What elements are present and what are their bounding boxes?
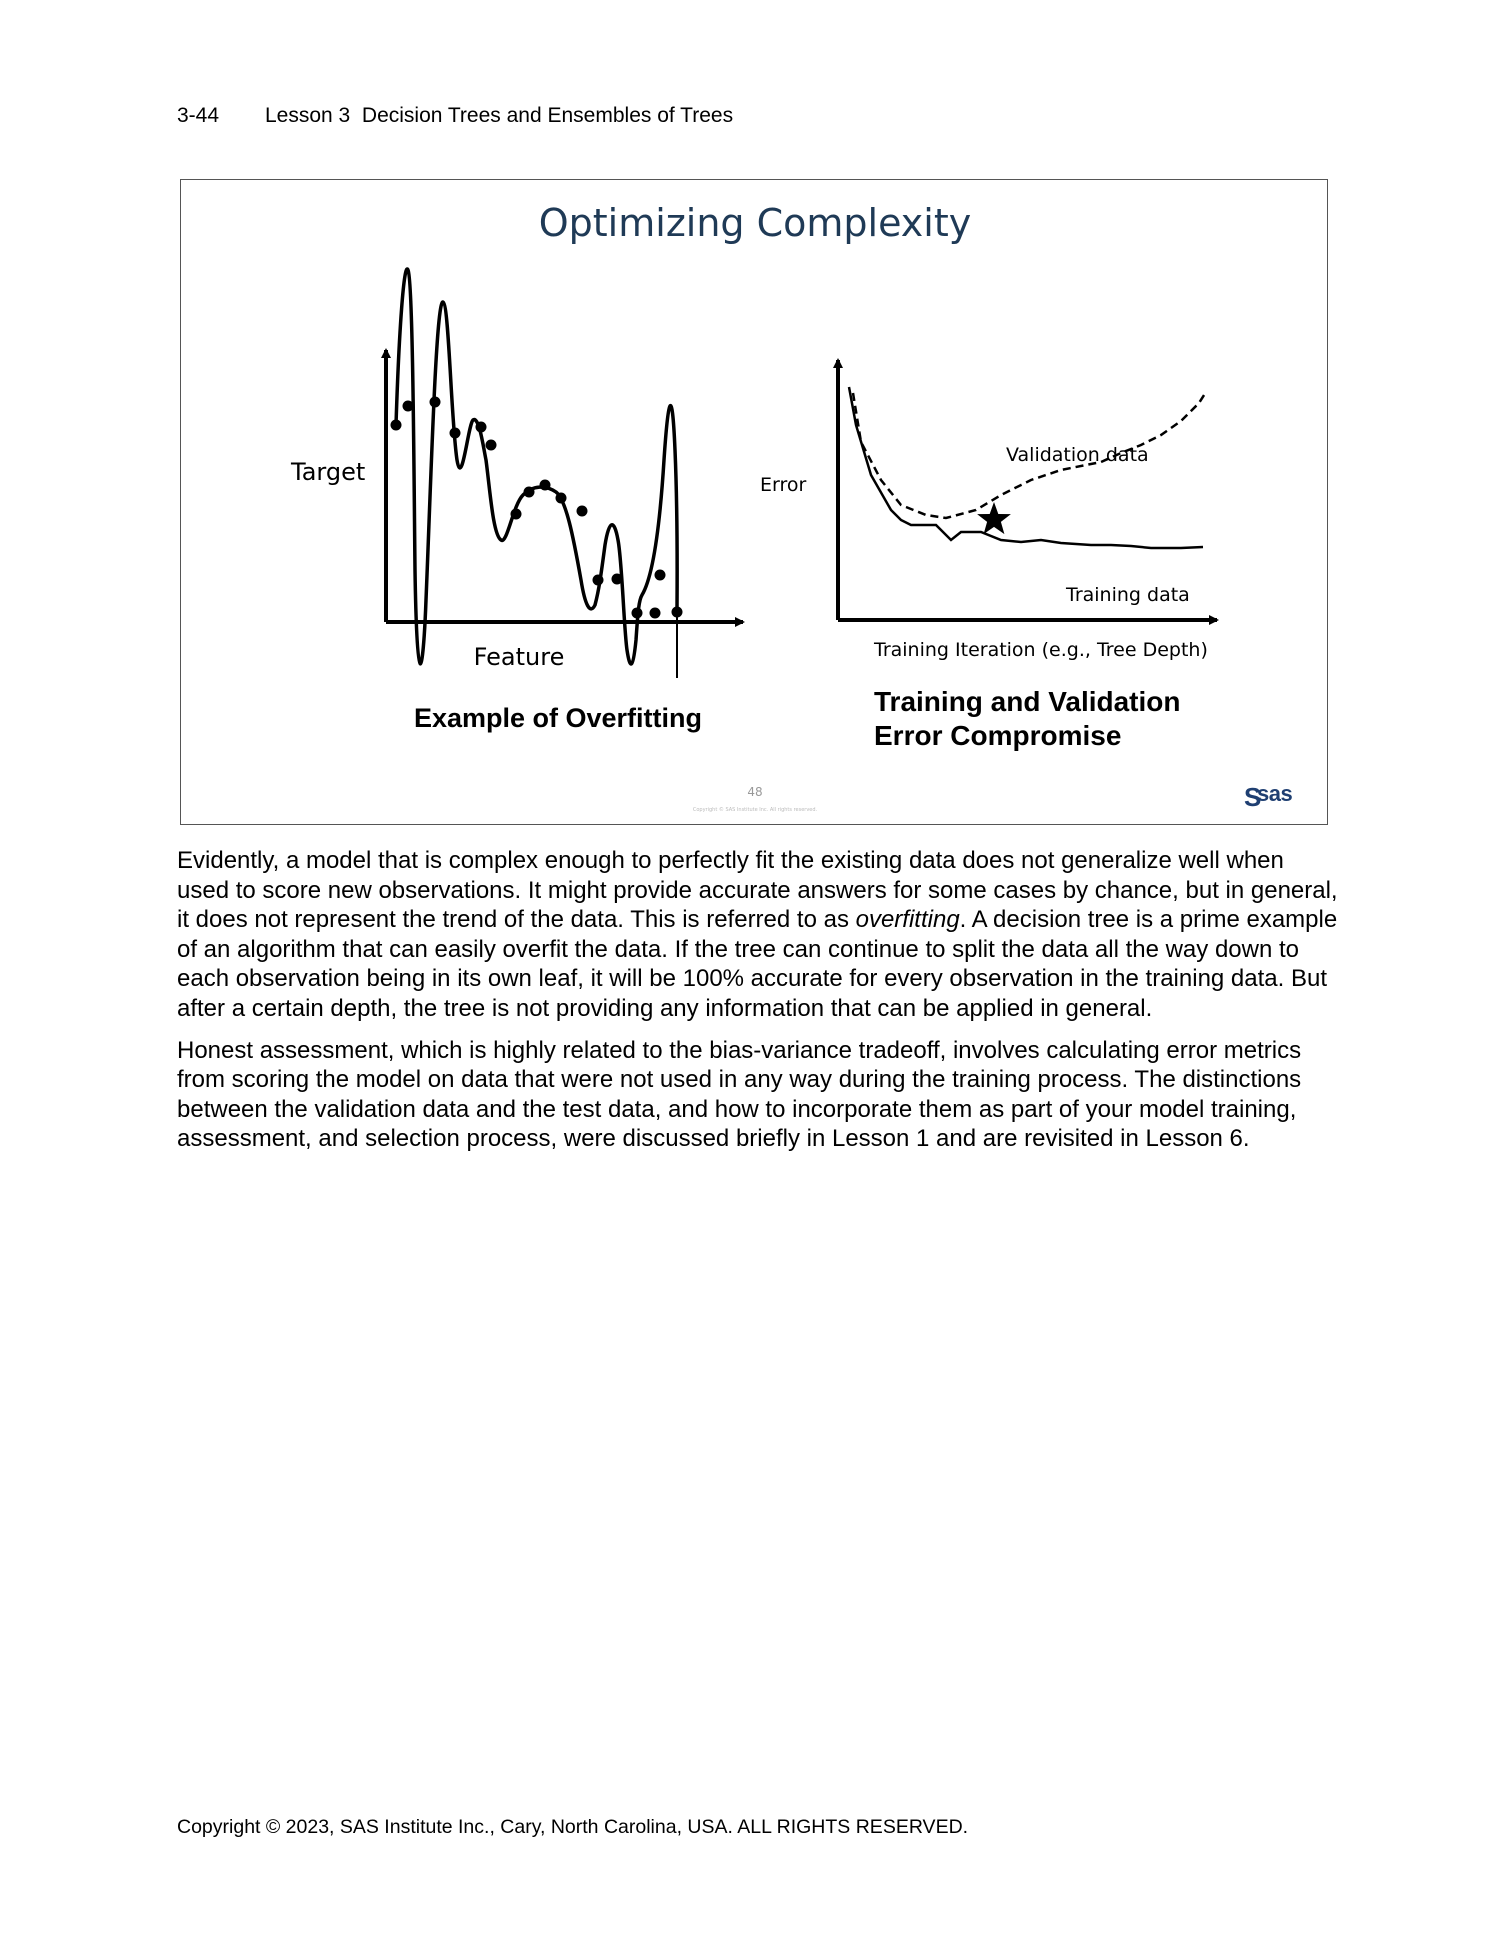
paragraph-1-text: Evidently, a model that is complex enoug… <box>177 847 1338 934</box>
overfit-curve <box>394 267 679 666</box>
slide-title: Optimizing Complexity <box>539 201 971 245</box>
overfitting-caption: Example of Overfitting <box>414 703 702 733</box>
observation-point <box>671 606 683 618</box>
observation-point <box>631 607 643 619</box>
training-error-line <box>847 386 1204 550</box>
slide-number: 48 <box>747 785 762 799</box>
observation-point <box>402 400 414 412</box>
optimal-point-star-icon <box>977 502 1011 535</box>
observation-point <box>654 569 666 581</box>
observation-point <box>576 505 588 517</box>
validation-data-label: Validation data <box>1006 444 1149 466</box>
observation-point <box>449 427 461 439</box>
observation-point <box>475 421 487 433</box>
page-header: 3-44 Lesson 3 Decision Trees and Ensemble… <box>177 104 733 128</box>
header-title: Lesson 3 Decision Trees and Ensembles of… <box>265 104 734 127</box>
error-axis-label: Error <box>760 474 807 496</box>
paragraph-2: Honest assessment, which is highly relat… <box>177 1036 1302 1153</box>
observation-point <box>611 573 623 585</box>
observation-point <box>555 492 567 504</box>
sas-logo-text: sas <box>1257 781 1292 806</box>
observation-points <box>390 396 683 619</box>
compromise-caption-line1: Training and Validation <box>874 686 1180 717</box>
slide-copyright: Copyright © SAS Institute Inc. All right… <box>693 806 818 813</box>
validation-error-line <box>851 391 1208 520</box>
body-text: Evidently, a model that is complex enoug… <box>177 846 1342 1166</box>
observation-point <box>592 574 604 586</box>
paragraph-1-text-end: . A decision tree is a prime example of … <box>177 906 1338 1022</box>
page-footer: Copyright © 2023, SAS Institute Inc., Ca… <box>177 1816 969 1838</box>
observation-point <box>390 419 402 431</box>
slide-figure: Optimizing Complexity Target Feature <box>180 179 1328 825</box>
sas-logo: S sas <box>1244 781 1293 812</box>
observation-point <box>485 439 497 451</box>
target-axis-label: Target <box>290 458 365 486</box>
overfitting-term: overfitting <box>855 906 960 934</box>
observation-point <box>649 607 661 619</box>
iteration-axis-label: Training Iteration (e.g., Tree Depth) <box>873 639 1208 661</box>
observation-point <box>510 508 522 520</box>
slide-canvas: Optimizing Complexity Target Feature <box>290 201 1293 813</box>
observation-point <box>539 479 551 491</box>
compromise-caption-line2: Error Compromise <box>874 720 1121 751</box>
sas-logo-mark: S <box>1244 782 1261 812</box>
observation-point <box>523 486 535 498</box>
page-number: 3-44 <box>177 104 220 127</box>
training-data-label: Training data <box>1065 584 1190 606</box>
paragraph-1: Evidently, a model that is complex enoug… <box>177 846 1342 1024</box>
observation-point <box>429 396 441 408</box>
feature-axis-label: Feature <box>474 643 565 671</box>
